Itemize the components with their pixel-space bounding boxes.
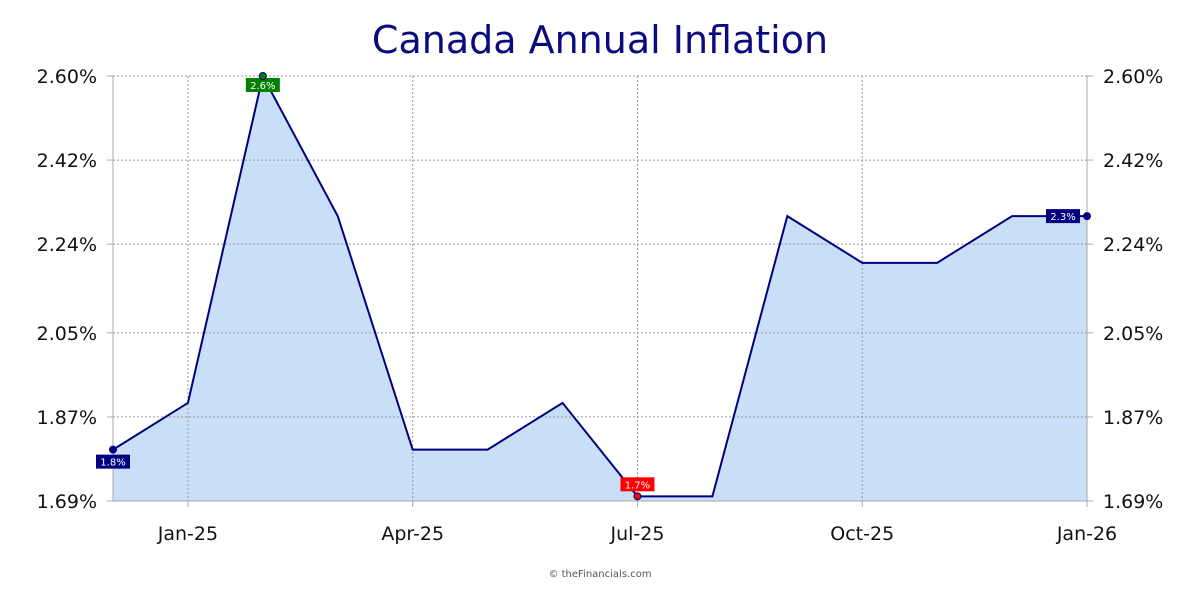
annotation-marker bbox=[258, 72, 267, 80]
x-tick-label: Jan-25 bbox=[157, 523, 218, 545]
y-tick-label-right: 1.87% bbox=[1103, 407, 1163, 429]
y-tick-label-left: 2.24% bbox=[37, 234, 97, 256]
y-tick-label-right: 1.69% bbox=[1103, 491, 1163, 513]
x-tick-label: Jan-26 bbox=[1056, 523, 1117, 545]
y-tick-label-left: 1.87% bbox=[37, 407, 97, 429]
chart-title: Canada Annual Inflation bbox=[371, 18, 829, 62]
x-tick-label: Oct-25 bbox=[830, 523, 894, 545]
area-fill bbox=[113, 76, 1087, 501]
y-tick-label-right: 2.60% bbox=[1103, 66, 1163, 88]
y-tick-label-left: 2.60% bbox=[37, 66, 97, 88]
annotation-marker bbox=[109, 445, 117, 454]
annotation-flag bbox=[1046, 209, 1080, 224]
annotation-flag bbox=[245, 78, 280, 92]
x-tick-label: Apr-25 bbox=[381, 523, 444, 545]
annotation-flag bbox=[96, 454, 130, 469]
y-tick-label-right: 2.42% bbox=[1103, 150, 1163, 172]
y-tick-label-left: 2.42% bbox=[37, 150, 97, 172]
series-line bbox=[112, 73, 1087, 498]
y-tick-label-right: 2.05% bbox=[1103, 323, 1163, 345]
y-tick-label-left: 2.05% bbox=[37, 323, 97, 345]
annotation-marker bbox=[633, 492, 642, 501]
annotation-marker bbox=[1083, 212, 1091, 221]
annotation-label: 1.8% bbox=[100, 458, 125, 469]
annotation-label: 1.7% bbox=[625, 480, 650, 491]
credit-text: © theFinancials.com bbox=[548, 569, 652, 580]
x-tick-label: Jul-25 bbox=[609, 523, 664, 545]
annotation-label: 2.6% bbox=[250, 81, 275, 92]
y-tick-label-right: 2.24% bbox=[1103, 234, 1163, 256]
annotation-label: 2.3% bbox=[1050, 212, 1075, 223]
annotation-flag bbox=[620, 477, 655, 492]
y-tick-label-left: 1.69% bbox=[37, 491, 97, 513]
